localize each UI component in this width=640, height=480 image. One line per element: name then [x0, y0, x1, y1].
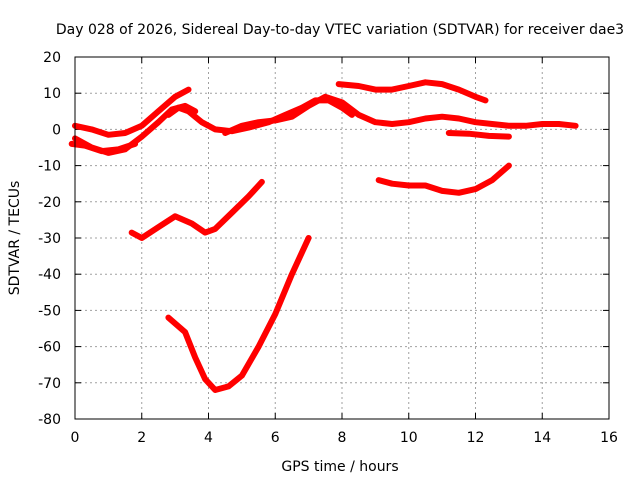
- series-track-a: [72, 86, 192, 138]
- x-tick-label: 10: [400, 430, 418, 446]
- y-tick-label: -40: [38, 267, 61, 283]
- x-tick-label: 6: [271, 430, 280, 446]
- y-tick-label: -60: [38, 340, 61, 356]
- y-tick-label: -50: [38, 303, 61, 319]
- x-tick-label: 0: [71, 430, 80, 446]
- x-tick-label: 16: [600, 430, 618, 446]
- series-track-i: [375, 162, 512, 196]
- series-track-j: [165, 235, 312, 393]
- x-tick-label: 2: [137, 430, 146, 446]
- y-axis-label: SDTVAR / TECUs: [7, 181, 23, 296]
- series-track-f: [335, 79, 489, 104]
- y-tick-label: -80: [38, 412, 61, 428]
- y-tick-label: 0: [52, 122, 61, 138]
- series-track-e: [222, 93, 579, 136]
- x-tick-label: 4: [204, 430, 213, 446]
- chart-title: Day 028 of 2026, Sidereal Day-to-day VTE…: [56, 22, 624, 38]
- y-tick-label: -20: [38, 195, 61, 211]
- x-tick-label: 14: [533, 430, 551, 446]
- series-track-h: [128, 178, 265, 241]
- data-series: [68, 79, 579, 393]
- y-tick-label: -10: [38, 159, 61, 175]
- series-track-c: [68, 140, 139, 155]
- series-track-g: [445, 130, 512, 140]
- y-tick-label: 10: [43, 86, 61, 102]
- y-tick-label: -70: [38, 376, 61, 392]
- y-tick-label: -30: [38, 231, 61, 247]
- grid: [75, 57, 609, 419]
- x-axis-label: GPS time / hours: [281, 459, 398, 475]
- x-tick-label: 8: [338, 430, 347, 446]
- plot-frame: [74, 56, 610, 420]
- series-track-d: [165, 97, 355, 135]
- x-tick-label: 12: [467, 430, 485, 446]
- axis-ticks: 0 2 4 6 8 10 12 14 16 -80 -70 -60 -50 -40 -30 -20 -10 0 10…: [38, 50, 618, 446]
- y-tick-label: 20: [43, 50, 61, 66]
